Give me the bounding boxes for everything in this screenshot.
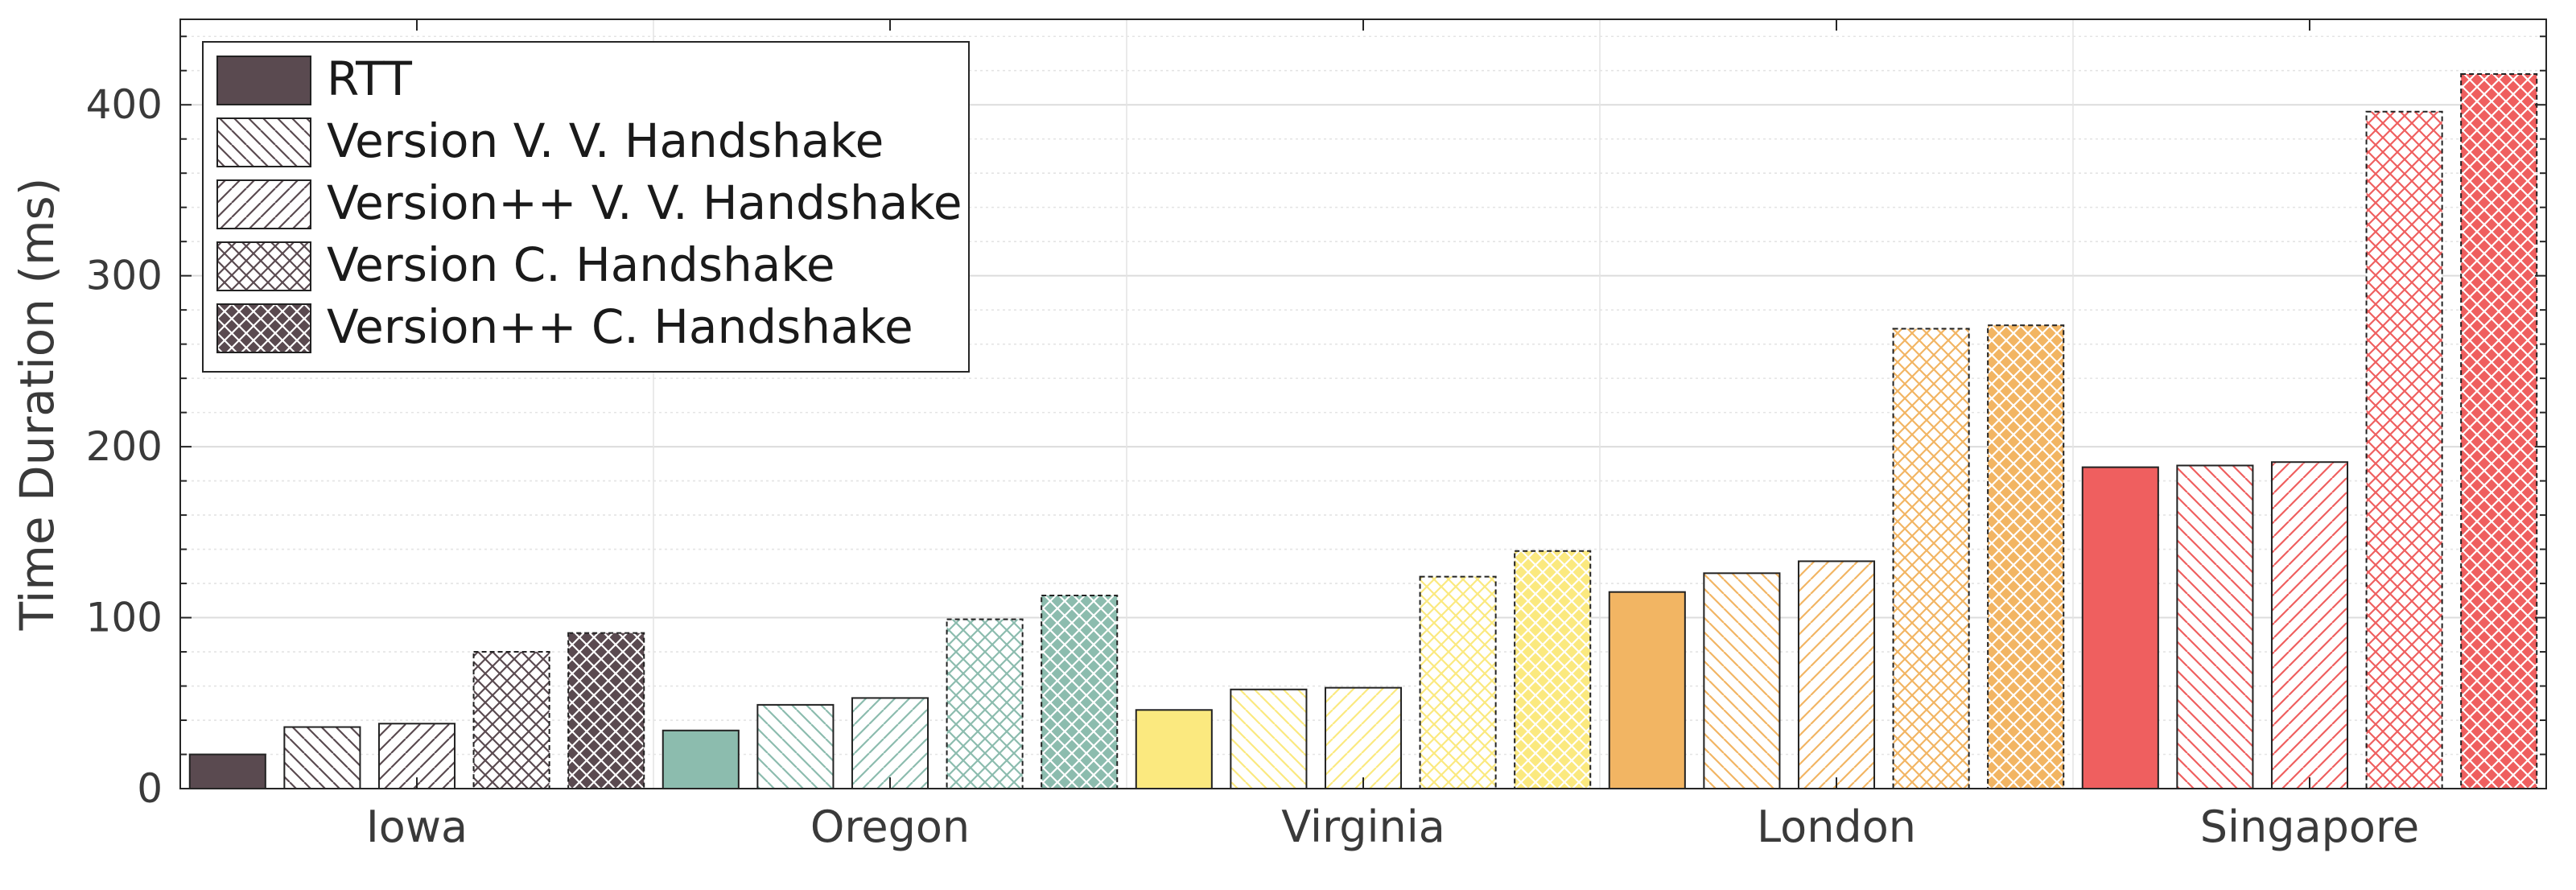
bar xyxy=(1987,324,2065,789)
x-tick-label: Iowa xyxy=(366,801,468,852)
legend-label: Version V. V. Handshake xyxy=(327,113,884,168)
bar xyxy=(1324,686,1403,789)
bar xyxy=(1608,591,1686,790)
bar xyxy=(188,753,266,789)
bar xyxy=(283,726,361,790)
x-tick-label: Virginia xyxy=(1281,801,1445,852)
bar xyxy=(1892,328,1970,790)
bar xyxy=(662,729,740,789)
bar xyxy=(946,618,1024,789)
bar xyxy=(2365,110,2443,790)
legend-swatch xyxy=(216,303,311,353)
bar xyxy=(851,697,929,789)
bar xyxy=(2270,461,2349,790)
legend-swatch xyxy=(216,241,311,291)
legend: RTT Version V. V. Handshake Version++ V. V… xyxy=(202,41,970,373)
x-tick-label: Singapore xyxy=(2200,801,2419,852)
bar xyxy=(1419,575,1497,790)
legend-box xyxy=(202,41,970,373)
bar xyxy=(1514,550,1592,789)
legend-label: Version++ C. Handshake xyxy=(327,299,913,354)
legend-label: Version C. Handshake xyxy=(327,237,835,292)
bar xyxy=(1797,560,1876,790)
y-tick-label: 300 xyxy=(86,253,163,299)
legend-label: Version++ V. V. Handshake xyxy=(327,175,962,230)
bar xyxy=(567,632,645,789)
y-axis-label: Time Duration (ms) xyxy=(10,178,64,632)
legend-swatch xyxy=(216,179,311,229)
grid xyxy=(180,19,2546,789)
legend-swatch xyxy=(216,56,311,105)
bar xyxy=(2176,464,2254,789)
axes: 0 100 200 300 400 Iowa Oregon Virginia London Sin… xyxy=(10,19,2547,852)
y-tick-label: 100 xyxy=(86,595,163,641)
legend-swatch xyxy=(216,117,311,167)
bar xyxy=(1703,572,1781,789)
bar xyxy=(472,651,550,789)
y-tick-label: 0 xyxy=(137,765,163,812)
bar xyxy=(1230,688,1308,790)
bar xyxy=(1041,594,1119,790)
y-tick-label: 200 xyxy=(86,423,163,470)
bar xyxy=(2081,466,2159,789)
x-tick-label: Oregon xyxy=(810,801,970,852)
bars xyxy=(188,72,2538,790)
y-tick-label: 400 xyxy=(86,81,163,128)
bar xyxy=(1135,709,1213,790)
bar xyxy=(2460,72,2538,789)
x-tick-label: London xyxy=(1757,801,1916,852)
bar xyxy=(756,703,835,789)
legend-label: RTT xyxy=(327,52,412,106)
